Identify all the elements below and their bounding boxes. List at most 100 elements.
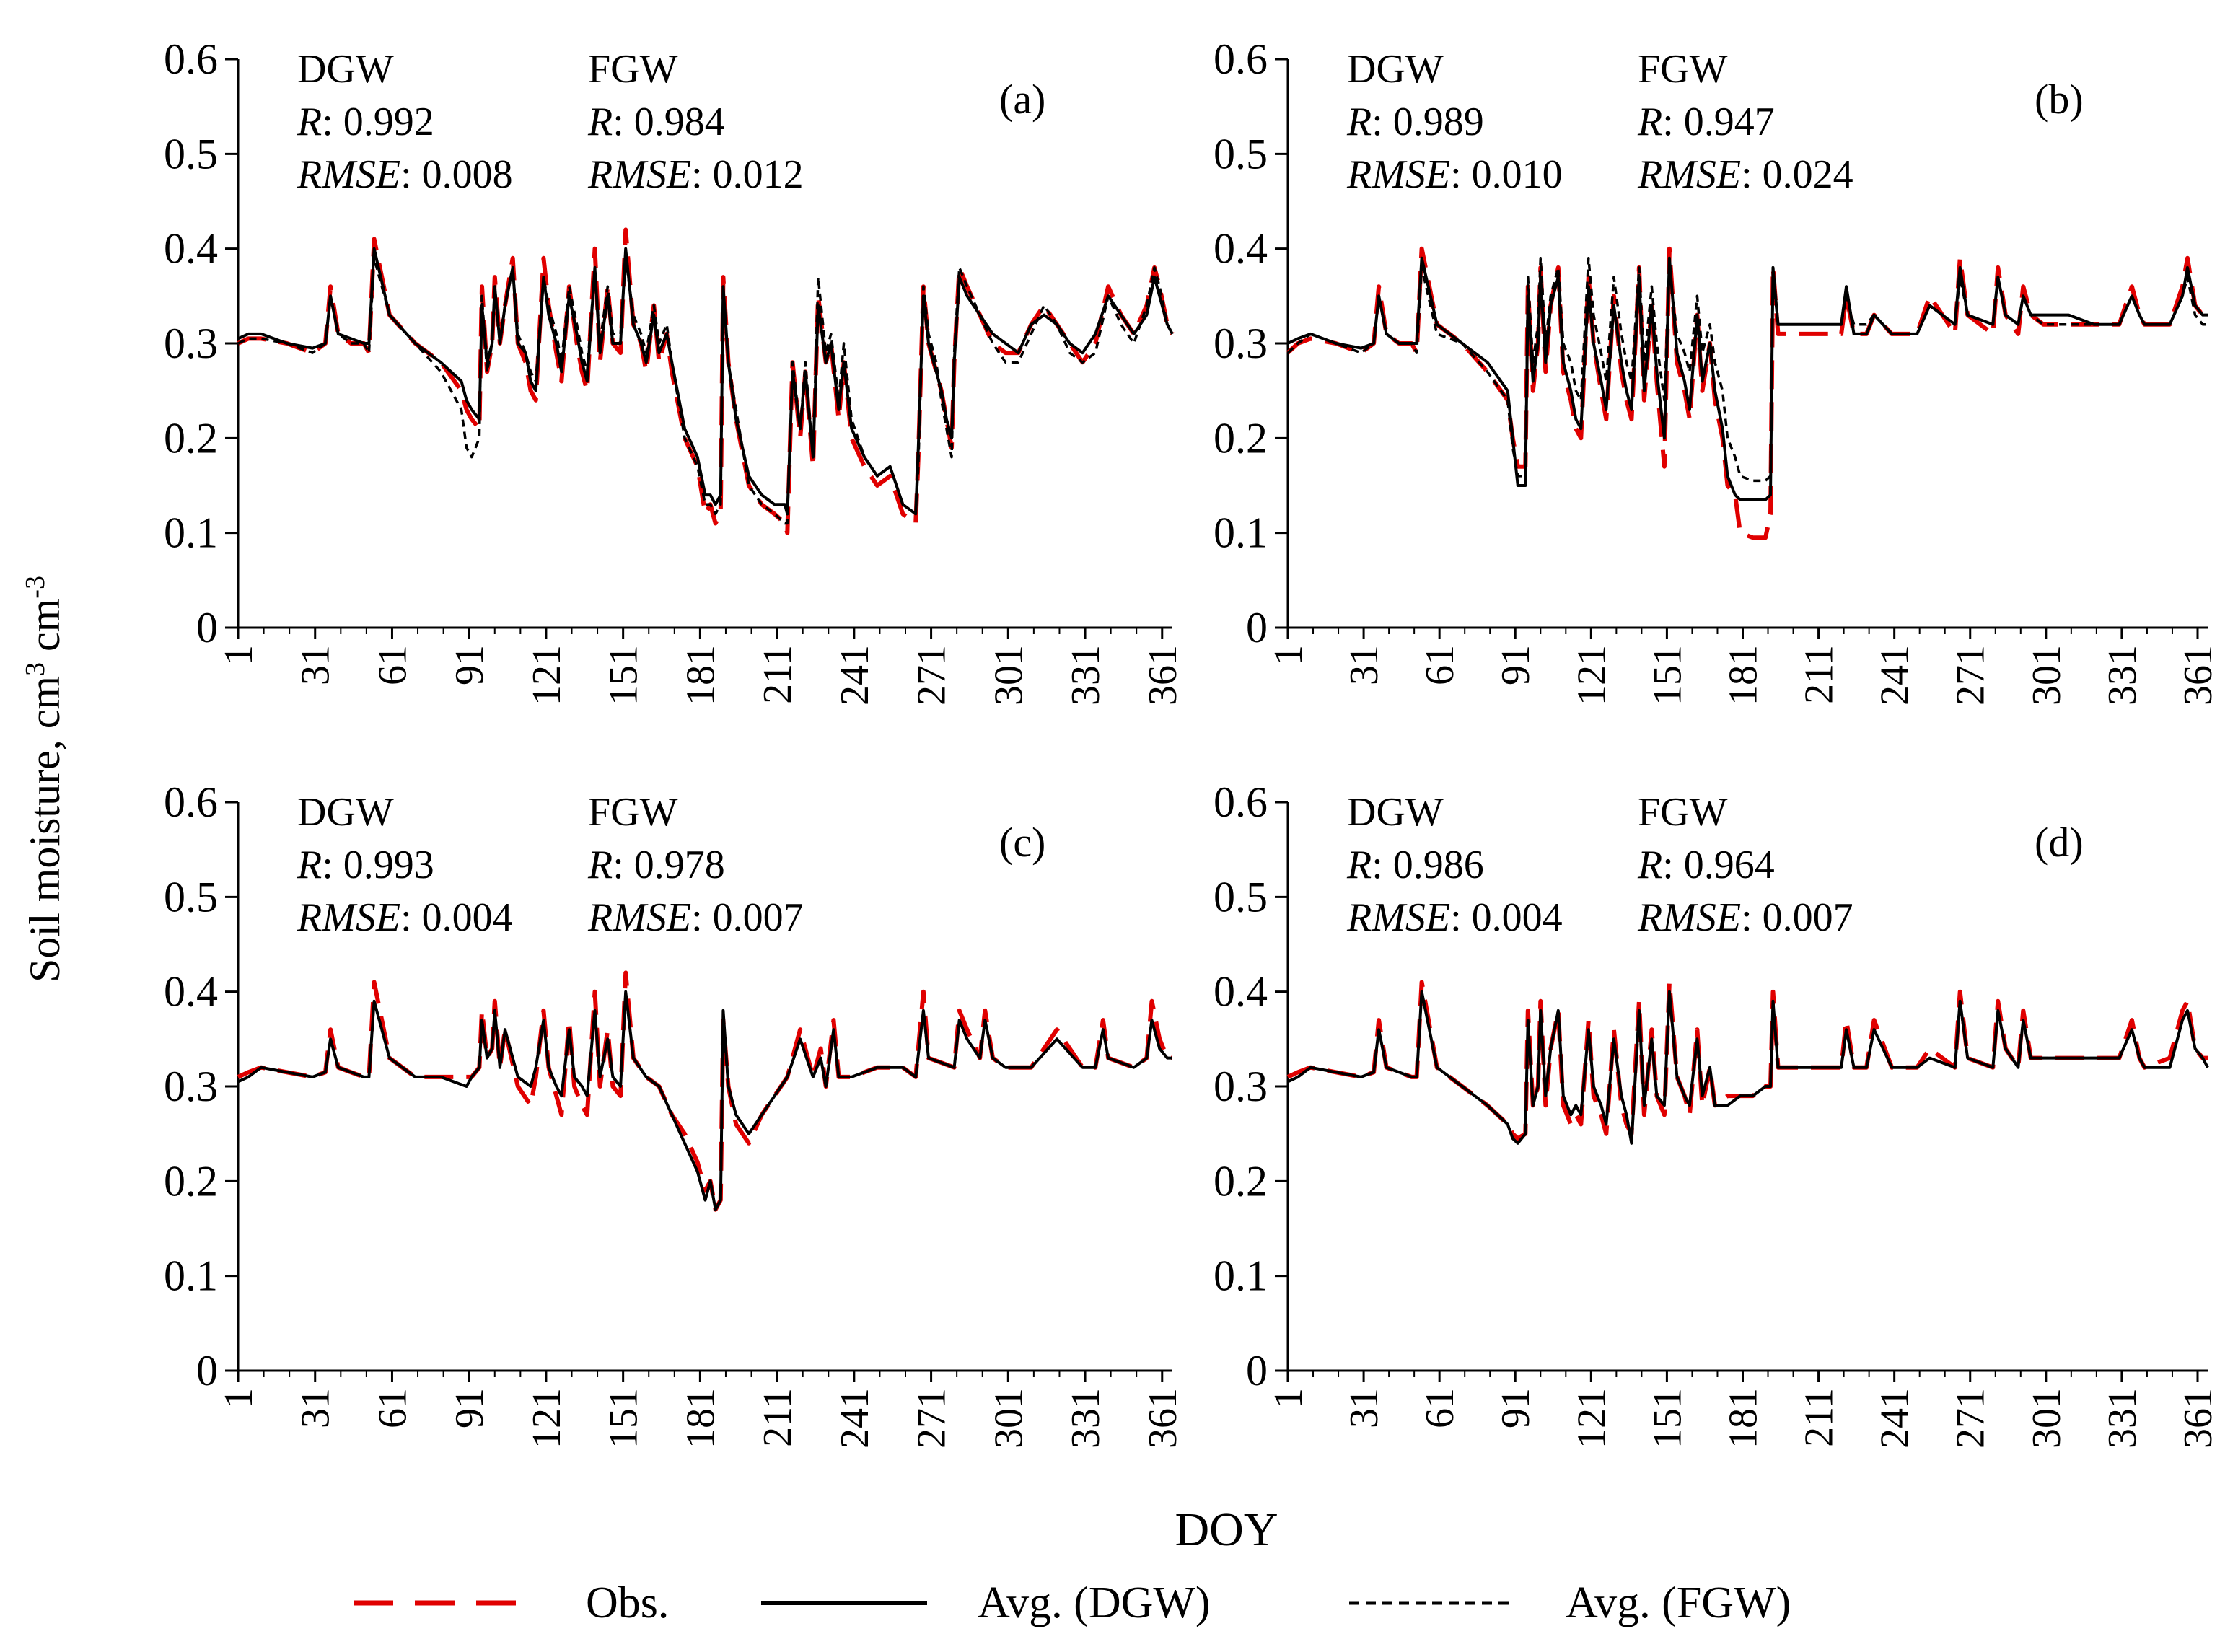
panel-label: (d)	[2035, 819, 2084, 866]
stats-rmse-fgw: RMSE: 0.007	[587, 895, 804, 940]
x-tick-label: 211	[755, 1388, 800, 1447]
y-tick-label: 0.3	[1214, 320, 1268, 367]
legend: Obs. Avg. (DGW) Avg. (FGW)	[354, 1578, 1791, 1627]
x-tick-label: 181	[1721, 645, 1765, 706]
x-tick-label: 121	[525, 645, 569, 706]
stats-rmse-dgw: RMSE: 0.004	[1346, 895, 1563, 940]
x-tick-label: 271	[910, 1388, 955, 1449]
y-tick-label: 0.3	[164, 1063, 218, 1110]
series-line-avg-fgw	[1287, 990, 2209, 1145]
y-tick-label: 0.5	[1214, 130, 1268, 177]
x-tick-label: 241	[1873, 645, 1918, 706]
series-line-avg-dgw	[237, 990, 1172, 1211]
x-tick-label: 61	[1418, 645, 1462, 685]
x-tick-label: 301	[986, 1388, 1031, 1449]
x-tick-label: 61	[370, 1388, 415, 1428]
y-tick-label: 0.1	[1214, 509, 1268, 557]
y-tick-label: 0.1	[164, 1252, 218, 1300]
y-tick-label: 0.1	[1214, 1252, 1268, 1300]
x-tick-label: 1	[216, 645, 261, 665]
y-tick-label: 0.6	[1214, 778, 1268, 826]
x-tick-label: 151	[602, 1388, 646, 1449]
stats-rmse-fgw: RMSE: 0.024	[1637, 152, 1853, 197]
x-tick-label: 301	[2024, 645, 2069, 706]
series-line-avg-fgw	[1286, 257, 2208, 483]
x-tick-label: 331	[2100, 1388, 2145, 1449]
x-tick-label: 91	[447, 1388, 492, 1428]
x-tick-label: 91	[447, 645, 492, 685]
x-tick-label: 271	[1949, 1388, 1993, 1449]
x-tick-label: 181	[678, 1388, 723, 1449]
panel-label: (c)	[999, 819, 1045, 866]
y-tick-label: 0.6	[164, 35, 218, 83]
x-tick-label: 301	[2024, 1388, 2069, 1449]
stats-r-fgw: R: 0.964	[1637, 843, 1775, 887]
x-tick-label: 331	[2100, 645, 2145, 706]
x-tick-label: 211	[1797, 1388, 1842, 1447]
stats-r-fgw: R: 0.984	[587, 100, 725, 144]
series-line-obs	[237, 227, 1175, 535]
x-tick-label: 121	[1569, 645, 1614, 706]
y-tick-label: 0.2	[164, 1157, 218, 1205]
series-line-avg-fgw	[237, 990, 1172, 1211]
stats-header-fgw: FGW	[588, 790, 678, 835]
x-tick-label: 151	[1645, 1388, 1690, 1449]
x-tick-label: 361	[2176, 1388, 2221, 1449]
y-tick-label: 0.1	[164, 509, 218, 557]
y-tick-label: 0	[196, 604, 218, 651]
x-tick-label: 181	[678, 645, 723, 706]
stats-rmse-fgw: RMSE: 0.007	[1637, 895, 1853, 940]
x-tick-label: 1	[216, 1388, 261, 1408]
x-tick-label: 211	[1797, 645, 1842, 704]
x-tick-label: 31	[1342, 1388, 1387, 1428]
x-tick-label: 271	[910, 645, 955, 706]
x-tick-label: 331	[1063, 645, 1108, 706]
y-tick-label: 0.2	[1214, 1157, 1268, 1205]
legend-fgw-label: Avg. (FGW)	[1566, 1578, 1791, 1627]
x-tick-label: 31	[294, 1388, 338, 1428]
panel-c: 0 0.1 0.2 0.3 0.4 0.5 0.6 1 31 61 91 121 151 181 211 24…	[164, 778, 1185, 1449]
x-tick-label: 241	[833, 645, 877, 706]
y-tick-label: 0.6	[1214, 35, 1268, 83]
x-tick-label: 271	[1949, 645, 1993, 706]
x-tick-label: 31	[1342, 645, 1387, 685]
stats-r-fgw: R: 0.947	[1637, 100, 1775, 144]
stats-rmse-dgw: RMSE: 0.004	[297, 895, 513, 940]
panel-label: (b)	[2035, 76, 2084, 123]
stats-header-fgw: FGW	[1638, 47, 1728, 92]
stats-r-dgw: R: 0.992	[297, 100, 434, 144]
stats-header-dgw: DGW	[297, 47, 394, 92]
x-tick-label: 241	[833, 1388, 877, 1449]
series-line-obs	[1286, 246, 2208, 540]
legend-obs-label: Obs.	[586, 1578, 669, 1627]
x-tick-label: 151	[1645, 645, 1690, 706]
x-tick-label: 301	[986, 645, 1031, 706]
y-tick-label: 0.5	[164, 873, 218, 921]
stats-header-fgw: FGW	[588, 47, 678, 92]
stats-r-dgw: R: 0.989	[1346, 100, 1484, 144]
y-tick-label: 0.5	[164, 130, 218, 177]
x-tick-label: 91	[1493, 1388, 1538, 1428]
series-line-avg-dgw	[1287, 990, 2209, 1145]
stats-rmse-fgw: RMSE: 0.012	[587, 152, 804, 197]
y-tick-label: 0	[196, 1347, 218, 1394]
x-tick-label: 361	[1141, 1388, 1185, 1449]
y-tick-label: 0.3	[164, 320, 218, 367]
stats-r-fgw: R: 0.978	[587, 843, 725, 887]
x-tick-label: 241	[1873, 1388, 1918, 1449]
x-tick-label: 181	[1721, 1388, 1765, 1449]
x-tick-label: 121	[1569, 1388, 1614, 1449]
y-tick-label: 0.2	[1214, 414, 1268, 462]
x-tick-label: 1	[1266, 645, 1311, 665]
y-tick-label: 0.2	[164, 414, 218, 462]
y-tick-label: 0.4	[164, 225, 218, 273]
stats-r-dgw: R: 0.986	[1346, 843, 1484, 887]
legend-dgw-label: Avg. (DGW)	[978, 1578, 1211, 1627]
stats-header-fgw: FGW	[1638, 790, 1728, 835]
panel-label: (a)	[999, 76, 1045, 123]
x-tick-label: 121	[525, 1388, 569, 1449]
y-tick-label: 0.4	[164, 968, 218, 1016]
x-tick-label: 361	[1141, 645, 1185, 706]
series-line-avg-dgw	[1287, 256, 2208, 501]
y-tick-label: 0.6	[164, 778, 218, 826]
